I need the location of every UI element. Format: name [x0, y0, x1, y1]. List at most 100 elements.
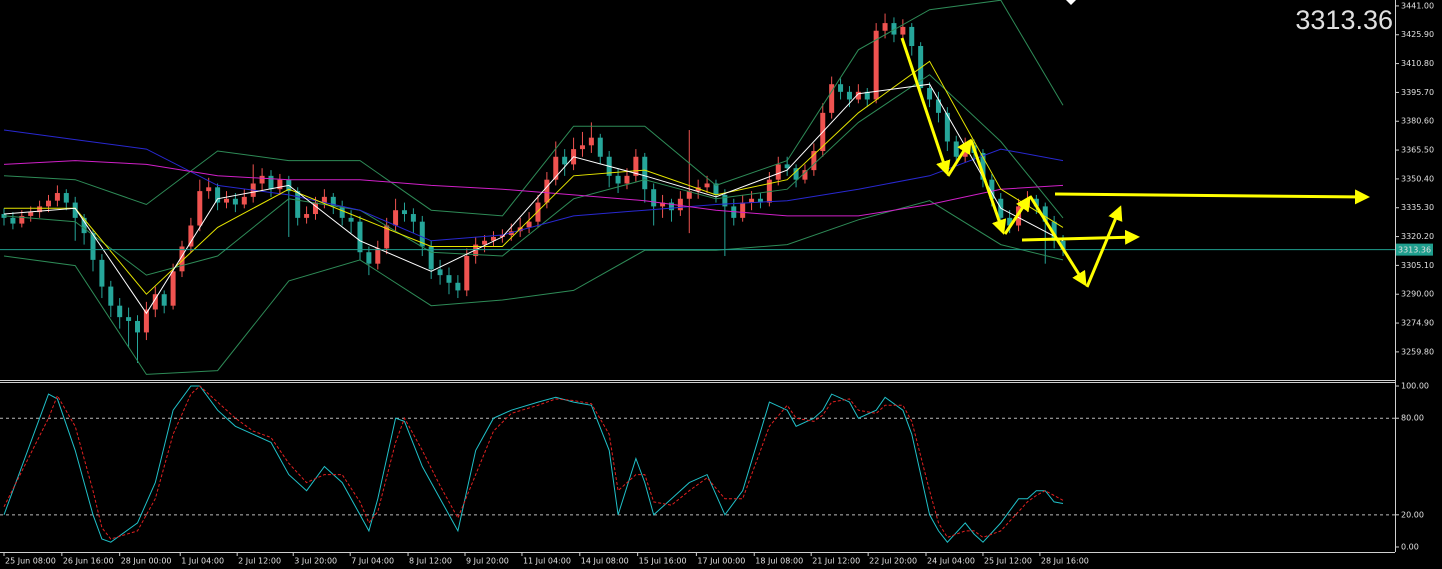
candle-body	[1007, 217, 1013, 226]
candle-body	[944, 112, 950, 142]
candle-body	[206, 187, 212, 192]
candle-body	[401, 210, 407, 215]
candle-body	[223, 198, 229, 203]
candle-body	[651, 189, 657, 207]
x-tick-label: 2 Jul 12:00	[238, 557, 281, 566]
candle-body	[668, 202, 674, 211]
arrow	[946, 138, 972, 177]
x-tick-label: 18 Jul 08:00	[755, 557, 803, 566]
indicator-line	[4, 60, 1064, 295]
x-tick-label: 26 Jun 16:00	[63, 557, 114, 566]
candle-body	[838, 84, 844, 92]
candle-body	[295, 191, 301, 218]
arrow	[1021, 229, 1140, 245]
arrow	[900, 37, 951, 176]
candle-body	[312, 202, 318, 215]
x-tick-label: 3 Jul 20:00	[294, 557, 337, 566]
y-tick-label: 3259.80	[1401, 347, 1434, 356]
x-tick-label: 24 Jul 04:00	[927, 557, 975, 566]
shift-marker	[1066, 0, 1076, 5]
candle-body	[63, 193, 69, 203]
candle-body	[784, 164, 790, 169]
candle-body	[793, 168, 799, 180]
candle-body	[197, 191, 203, 226]
arrow	[1085, 205, 1123, 288]
candle-body	[624, 175, 630, 184]
candle-body	[855, 91, 861, 100]
candle-body	[108, 286, 114, 306]
candle-body	[321, 196, 327, 203]
candle-body	[375, 248, 381, 264]
arrow	[969, 139, 1007, 235]
candle-body	[126, 317, 132, 321]
candle-body	[446, 275, 452, 283]
candle-body	[1051, 221, 1057, 241]
candle-body	[909, 26, 915, 47]
candle-body	[117, 305, 123, 318]
candle-body	[10, 217, 16, 224]
x-tick-label: 8 Jul 12:00	[409, 557, 452, 566]
y-tick-label: 3305.10	[1401, 261, 1434, 270]
candle-body	[134, 320, 140, 333]
candle-body	[642, 156, 648, 190]
candle-body	[633, 156, 639, 176]
x-tick-label: 1 Jul 04:00	[181, 557, 224, 566]
candle-body	[731, 206, 737, 218]
candle-body	[339, 206, 345, 218]
candle-body	[161, 294, 167, 306]
y-tick-label: 100.00	[1401, 382, 1429, 391]
candle-body	[99, 259, 105, 287]
candle-body	[46, 200, 52, 207]
candle-body	[980, 152, 986, 180]
candle-body	[588, 137, 594, 146]
indicator-line	[3, 160, 1064, 217]
candle-body	[989, 179, 995, 199]
y-tick-label: 20.00	[1401, 510, 1424, 519]
y-tick-label: 3335.30	[1401, 203, 1434, 212]
y-tick-label: 3380.60	[1401, 117, 1434, 126]
x-tick-label: 21 Jul 12:00	[812, 557, 860, 566]
y-tick-label: 0.00	[1401, 543, 1419, 552]
last-price-label: 3313.36	[1398, 246, 1431, 255]
candle-body	[713, 183, 719, 195]
candle-body	[864, 91, 870, 100]
y-tick-label: 3290.00	[1401, 290, 1434, 299]
big-price: 3313.36	[1295, 5, 1393, 35]
candle-body	[1042, 206, 1048, 222]
arrow	[1003, 195, 1031, 235]
candle-body	[188, 225, 194, 247]
x-tick-label: 22 Jul 20:00	[869, 557, 917, 566]
y-tick-label: 3365.50	[1401, 146, 1434, 155]
candle-body	[1060, 240, 1066, 250]
candle-body	[757, 198, 763, 203]
candle-body	[775, 164, 781, 180]
candle-body	[277, 179, 283, 190]
candle-body	[304, 214, 310, 218]
x-tick-label: 11 Jul 04:00	[523, 557, 571, 566]
y-tick-label: 3320.20	[1401, 232, 1434, 241]
stochastic-line	[3, 385, 1064, 543]
candle-body	[179, 246, 185, 272]
y-tick-label: 3441.00	[1401, 1, 1434, 10]
x-tick-label: 25 Jul 12:00	[984, 557, 1032, 566]
candle-body	[918, 46, 924, 89]
candle-body	[54, 193, 60, 201]
candle-body	[143, 309, 149, 333]
y-tick-label: 3350.40	[1401, 174, 1434, 183]
candle-body	[81, 217, 87, 234]
candle-body	[90, 233, 96, 260]
y-tick-label: 3395.70	[1401, 88, 1434, 97]
candle-body	[241, 196, 247, 205]
candle-body	[410, 214, 416, 222]
candle-body	[72, 202, 78, 218]
candle-body	[170, 271, 176, 306]
candle-body	[499, 235, 505, 237]
candle-body	[953, 141, 959, 157]
candle-body	[900, 26, 906, 35]
candle-body	[722, 194, 728, 207]
candle-body	[927, 88, 933, 100]
candle-body	[535, 202, 541, 222]
candle-body	[393, 210, 399, 226]
candle-body	[553, 156, 559, 180]
candle-body	[259, 175, 265, 184]
